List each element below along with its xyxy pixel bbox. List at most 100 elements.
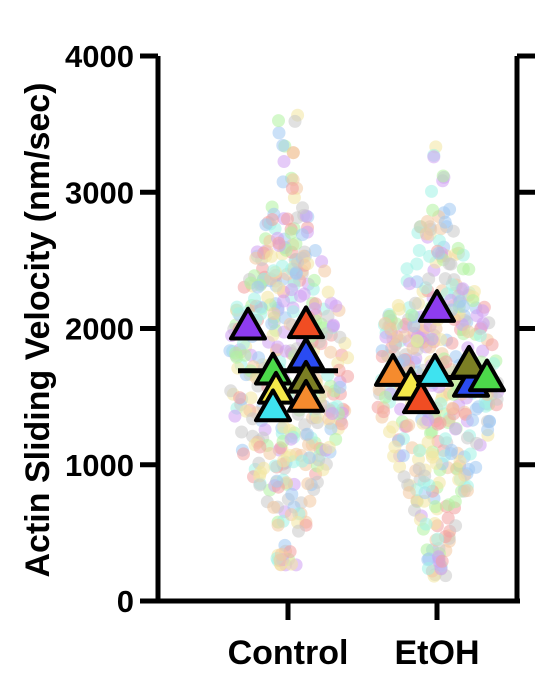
data-point [402, 486, 416, 500]
y-tick-label: 0 [117, 584, 134, 619]
data-point [421, 435, 435, 449]
data-point [405, 308, 419, 322]
data-point [267, 264, 281, 278]
data-point [396, 449, 410, 463]
data-point [301, 257, 315, 271]
data-point [408, 296, 422, 310]
data-point [244, 391, 258, 405]
data-point [253, 478, 267, 492]
x-tick-label: EtOH [395, 634, 480, 672]
data-point [476, 304, 490, 318]
data-point [431, 532, 445, 546]
data-point [295, 454, 309, 468]
data-point [230, 350, 244, 364]
data-point [445, 336, 459, 350]
data-point [400, 262, 414, 276]
data-point [273, 553, 287, 567]
data-point [432, 234, 446, 248]
data-point [288, 114, 302, 128]
data-point [470, 436, 484, 450]
replicate-mean-marker [418, 289, 456, 323]
data-point [285, 283, 298, 297]
data-point [251, 280, 265, 294]
data-point [453, 294, 467, 308]
y-tick-label: 3000 [65, 175, 134, 210]
data-point [272, 281, 286, 295]
data-point [422, 272, 436, 286]
data-point [379, 390, 392, 404]
data-point [452, 473, 466, 487]
data-point [254, 307, 268, 321]
data-point [476, 317, 490, 330]
replicate-mean-marker [468, 358, 506, 393]
replicate-mean-marker [402, 380, 440, 415]
replicate-mean-marker [450, 344, 488, 379]
data-point [289, 237, 303, 251]
data-point [466, 413, 480, 427]
data-point [377, 405, 391, 419]
data-point [300, 427, 314, 441]
individual-points-layer [223, 108, 504, 583]
data-point [333, 380, 347, 394]
data-point [425, 447, 439, 461]
x-tick-label: Control [228, 634, 349, 672]
data-point [449, 519, 463, 533]
data-point [301, 477, 315, 491]
data-point [402, 418, 416, 432]
y-tick-label: 2000 [65, 312, 134, 347]
data-point [413, 444, 426, 458]
data-point [460, 484, 474, 498]
data-point [310, 410, 324, 424]
data-point [425, 184, 438, 198]
data-point [392, 302, 406, 316]
data-point [286, 146, 300, 160]
data-point [485, 338, 499, 352]
data-point [318, 264, 332, 278]
data-point [429, 500, 442, 514]
data-point [296, 201, 309, 215]
data-point [432, 246, 445, 260]
y-tick-label: 4000 [65, 39, 134, 74]
data-point [446, 224, 460, 238]
y-tick-label: 1000 [65, 448, 134, 483]
data-point [421, 562, 435, 575]
data-point [261, 290, 275, 304]
data-point [277, 454, 290, 468]
data-point [267, 307, 281, 321]
data-point [433, 416, 447, 430]
data-point [285, 557, 298, 571]
data-point [266, 328, 280, 342]
data-point [421, 413, 435, 427]
data-point [427, 150, 441, 164]
data-point [324, 345, 338, 359]
data-point [461, 325, 475, 339]
data-point [259, 218, 273, 232]
data-point [284, 432, 298, 446]
data-point [248, 292, 261, 306]
replicate-mean-marker [416, 353, 454, 387]
data-point [265, 317, 279, 331]
data-point [438, 215, 452, 229]
data-point [425, 332, 439, 346]
data-point [310, 475, 324, 489]
replicate-mean-marker [229, 306, 267, 341]
data-point [490, 392, 504, 406]
data-point [412, 244, 426, 257]
data-point [419, 227, 433, 241]
data-point [410, 257, 424, 271]
data-point [271, 518, 285, 532]
replicate-mean-marker [374, 353, 412, 387]
data-point [272, 236, 286, 250]
data-point [410, 334, 424, 348]
data-point [237, 447, 250, 461]
data-point [436, 169, 450, 183]
data-point [448, 495, 462, 509]
data-point [435, 554, 449, 568]
data-point [295, 228, 309, 242]
data-point [272, 126, 286, 140]
data-point [398, 330, 412, 343]
data-point [329, 299, 343, 313]
data-point [397, 353, 411, 367]
data-point [291, 255, 305, 269]
